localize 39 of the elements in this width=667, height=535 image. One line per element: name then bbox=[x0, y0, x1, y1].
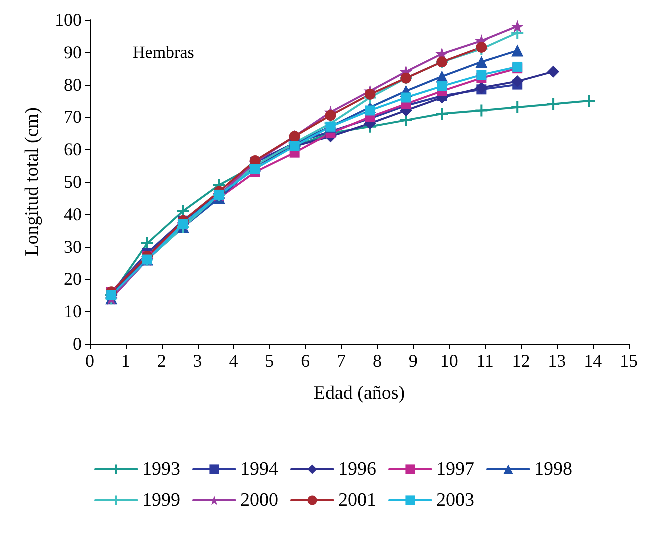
x-tick-label: 5 bbox=[265, 351, 274, 371]
legend-label: 1999 bbox=[142, 490, 180, 511]
x-tick-label: 0 bbox=[86, 351, 94, 371]
legend-label: 2000 bbox=[240, 490, 278, 511]
annotation: Hembras bbox=[133, 43, 194, 62]
y-tick-label: 70 bbox=[64, 107, 82, 128]
y-tick-label: 40 bbox=[64, 204, 82, 224]
x-axis-title: Edad (años) bbox=[314, 383, 406, 404]
y-tick-label: 60 bbox=[64, 140, 82, 160]
x-tick-label: 14 bbox=[584, 351, 602, 371]
x-tick-label: 13 bbox=[548, 351, 566, 371]
x-tick-label: 7 bbox=[337, 351, 346, 371]
legend-label: 1993 bbox=[142, 459, 180, 480]
legend-label: 1998 bbox=[534, 459, 572, 480]
y-tick-label: 20 bbox=[64, 269, 82, 290]
x-tick-label: 11 bbox=[476, 351, 494, 371]
x-tick-label: 12 bbox=[512, 351, 530, 371]
x-tick-label: 6 bbox=[301, 351, 310, 371]
y-tick-label: 80 bbox=[64, 74, 82, 95]
legend-label: 1996 bbox=[338, 459, 376, 480]
x-tick-label: 8 bbox=[372, 351, 382, 371]
y-tick-label: 100 bbox=[55, 10, 82, 30]
x-tick-label: 3 bbox=[193, 351, 202, 371]
y-tick-label: 50 bbox=[64, 172, 82, 192]
y-tick-label: 0 bbox=[73, 334, 82, 354]
y-tick-label: 10 bbox=[64, 302, 82, 322]
y-tick-label: 30 bbox=[64, 236, 82, 257]
x-tick-label: 2 bbox=[157, 351, 166, 371]
y-tick-label: 90 bbox=[64, 42, 82, 62]
legend-label: 2001 bbox=[338, 490, 376, 511]
legend-label: 1994 bbox=[240, 459, 279, 480]
legend-label: 1997 bbox=[436, 459, 474, 480]
legend-label: 2003 bbox=[436, 490, 474, 511]
x-tick-label: 9 bbox=[408, 351, 418, 371]
x-tick-label: 15 bbox=[620, 351, 638, 371]
x-tick-label: 1 bbox=[121, 351, 130, 371]
x-tick-label: 4 bbox=[229, 351, 238, 371]
y-axis-title: Longitud total (cm) bbox=[22, 108, 43, 256]
x-tick-label: 10 bbox=[440, 351, 458, 371]
